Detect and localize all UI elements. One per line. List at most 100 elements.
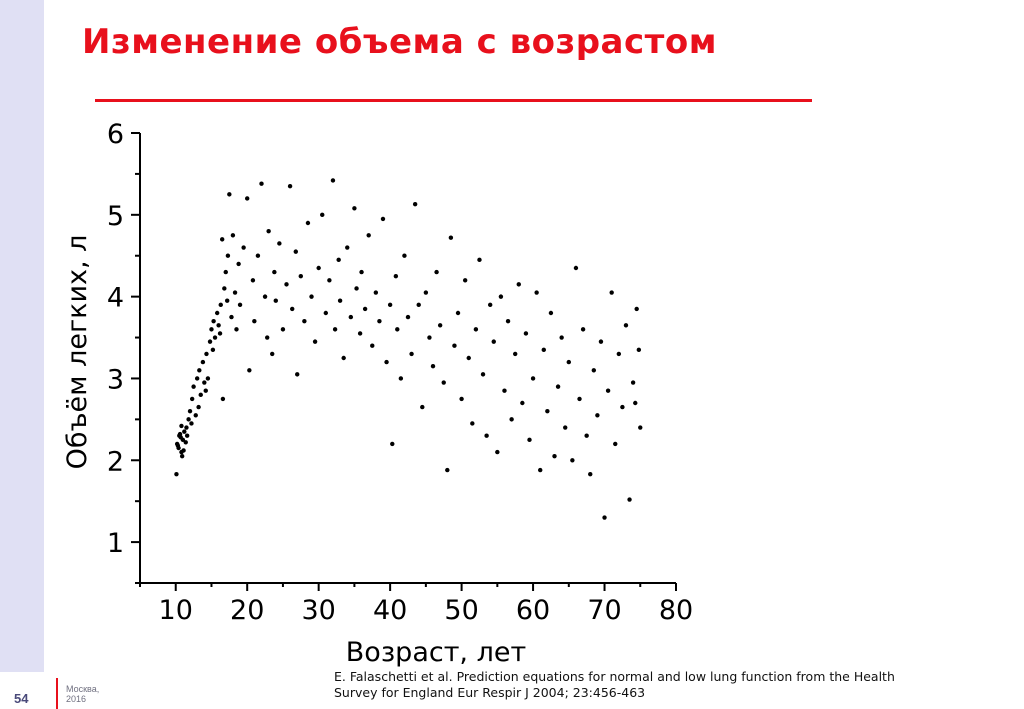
data-point: [555, 384, 561, 389]
data-point: [559, 335, 564, 340]
data-point: [237, 302, 243, 308]
data-point: [370, 343, 375, 348]
data-point: [262, 294, 268, 299]
data-point: [316, 265, 321, 271]
data-point: [620, 404, 625, 410]
data-point: [280, 327, 286, 332]
x-tick-label: 30: [301, 595, 335, 626]
data-point: [466, 355, 471, 361]
data-point: [387, 302, 393, 308]
data-point: [480, 372, 486, 377]
data-point: [357, 331, 363, 336]
data-point: [234, 327, 239, 332]
data-point: [409, 351, 414, 357]
data-point: [602, 515, 607, 520]
data-point: [174, 471, 179, 477]
data-point: [184, 433, 190, 438]
data-point: [207, 339, 213, 344]
x-tick-label: 70: [587, 595, 621, 626]
data-point: [513, 351, 518, 357]
data-point: [455, 310, 461, 316]
data-point: [189, 421, 194, 426]
data-point: [393, 273, 399, 279]
data-point: [265, 335, 270, 340]
y-tick-label: 2: [107, 446, 124, 477]
data-point: [332, 327, 338, 332]
y-tick-label: 3: [107, 364, 124, 395]
data-point: [577, 396, 582, 402]
data-point: [197, 368, 202, 373]
data-point: [380, 216, 386, 222]
data-point: [502, 388, 507, 393]
data-point: [266, 228, 271, 234]
data-point: [427, 335, 432, 340]
data-point: [459, 396, 464, 402]
data-point: [216, 323, 221, 328]
data-point: [211, 318, 216, 324]
data-point: [198, 392, 203, 398]
data-point: [205, 376, 211, 381]
data-point: [259, 181, 264, 186]
data-point: [366, 233, 371, 238]
data-point: [293, 249, 298, 254]
data-point: [186, 417, 191, 422]
title-underline: [95, 99, 812, 102]
data-point: [609, 290, 614, 295]
data-point: [595, 413, 600, 418]
data-point: [634, 306, 639, 312]
data-point: [196, 404, 201, 410]
x-axis-title: Возраст, лет: [346, 637, 526, 668]
data-point: [437, 323, 443, 328]
data-point: [416, 302, 421, 308]
data-point: [290, 306, 295, 312]
data-point: [359, 269, 364, 275]
data-point: [412, 201, 418, 207]
data-point: [181, 448, 186, 453]
data-point: [232, 290, 238, 295]
data-point: [545, 408, 550, 414]
data-point: [295, 372, 300, 377]
data-point: [200, 359, 206, 365]
data-point: [630, 380, 636, 385]
data-point: [470, 421, 475, 426]
data-point: [220, 396, 226, 402]
data-point: [373, 290, 379, 295]
chart-axes: 10 20 30 40 50 60 70 80 1 2 3 4 5 6: [107, 119, 693, 626]
data-point: [187, 408, 193, 414]
data-point: [605, 388, 611, 393]
data-point: [250, 278, 256, 283]
footer-location: Москва, 2016: [66, 684, 99, 704]
data-point: [534, 290, 539, 295]
data-point: [362, 306, 368, 312]
x-tick-label: 80: [659, 595, 693, 626]
data-point: [623, 323, 629, 328]
x-tick-label: 20: [230, 595, 264, 626]
data-point: [420, 404, 425, 410]
data-point: [320, 212, 325, 218]
data-point: [552, 453, 557, 459]
data-point: [423, 290, 429, 295]
data-point: [203, 388, 208, 393]
data-point: [509, 417, 514, 422]
chart-points: [174, 178, 643, 520]
data-point: [613, 441, 618, 447]
data-point: [330, 178, 336, 183]
x-tick-label: 10: [159, 595, 193, 626]
data-point: [527, 437, 532, 443]
data-point: [175, 443, 181, 448]
footer-year: 2016: [66, 694, 87, 704]
data-point: [270, 351, 275, 357]
footer-divider: [56, 678, 58, 709]
data-point: [584, 433, 589, 438]
data-point: [402, 253, 407, 258]
x-tick-label: 60: [516, 595, 550, 626]
y-axis-title: Объём легких, л: [62, 235, 93, 470]
data-point: [255, 253, 261, 258]
data-point: [636, 347, 642, 353]
data-point: [473, 327, 479, 332]
data-point: [523, 331, 529, 336]
data-point: [182, 429, 187, 434]
data-point: [448, 235, 454, 240]
data-point: [323, 310, 329, 316]
data-point: [441, 380, 446, 385]
